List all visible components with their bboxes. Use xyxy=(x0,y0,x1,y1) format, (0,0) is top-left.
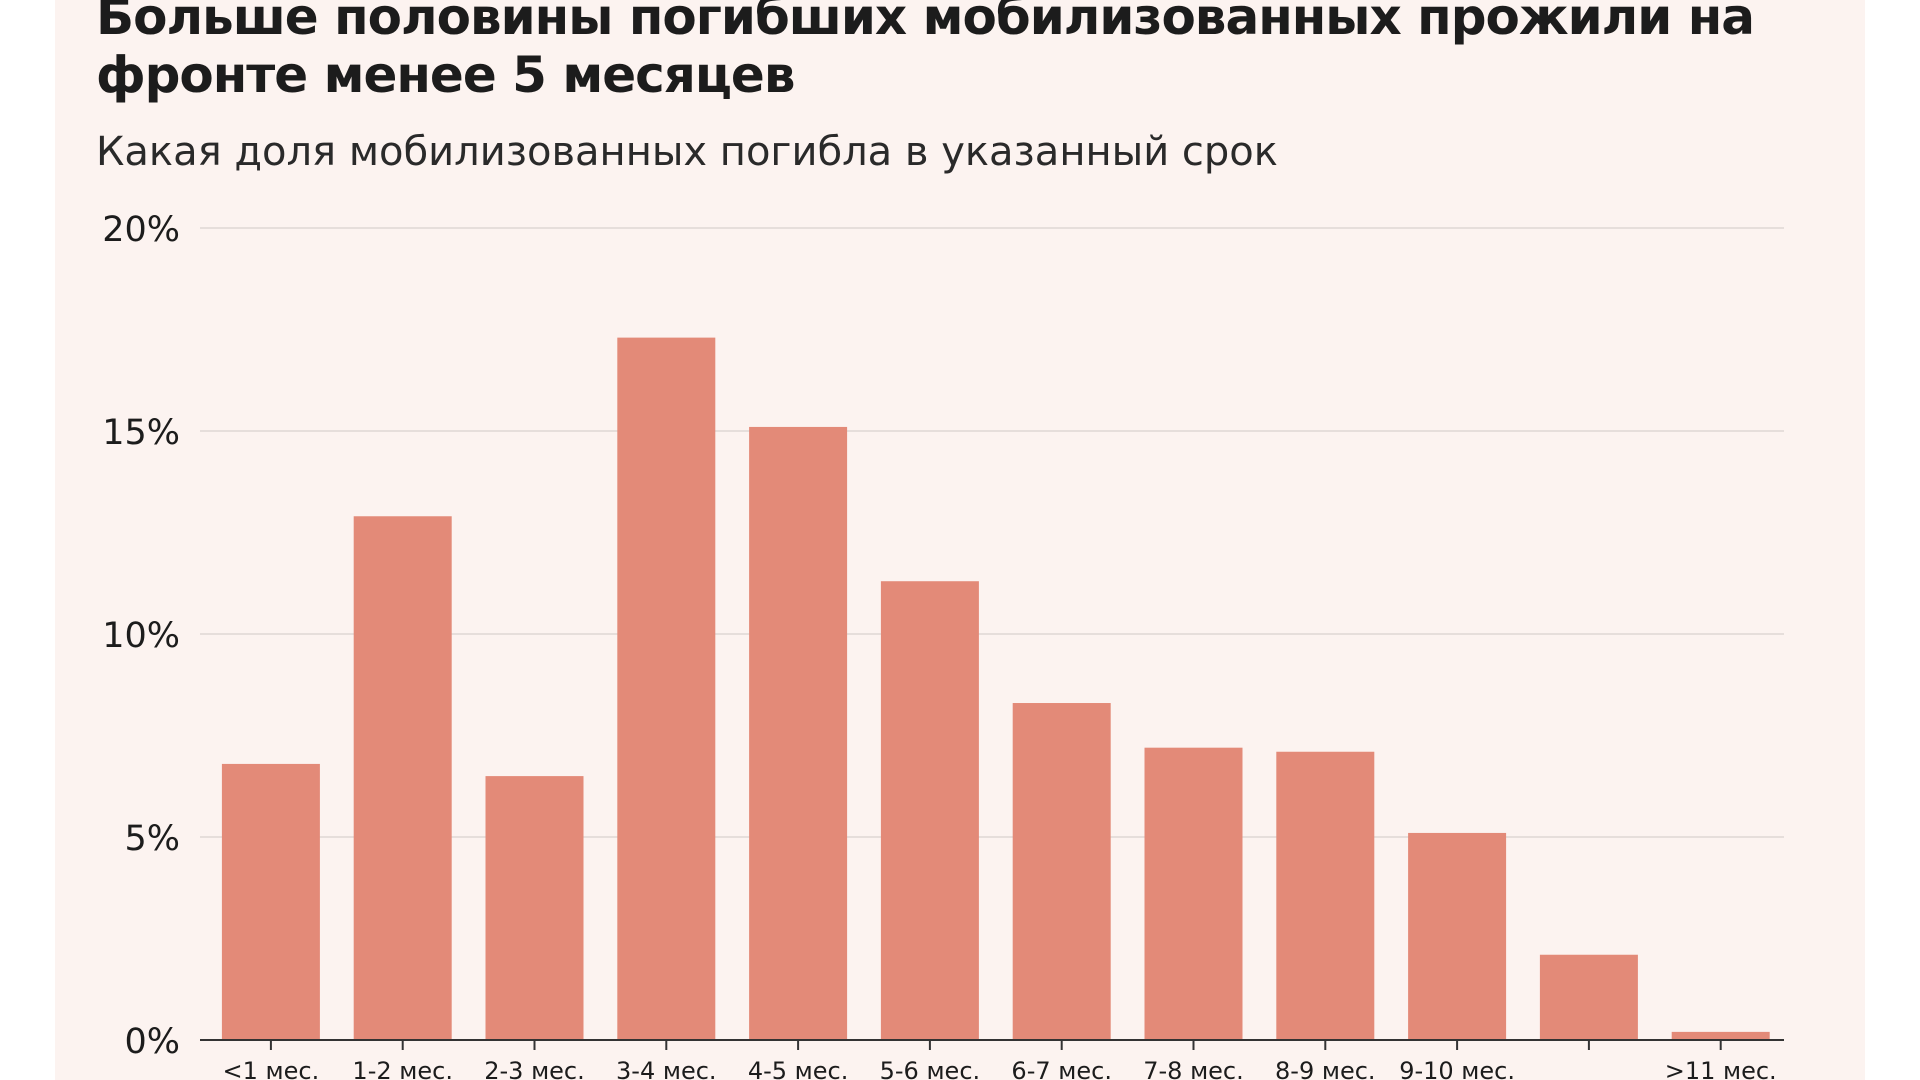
y-tick-label: 20% xyxy=(102,210,180,250)
bar xyxy=(221,763,320,1040)
bar xyxy=(617,337,716,1040)
x-tick-label: 3-4 мес. xyxy=(616,1057,717,1080)
bar xyxy=(1276,751,1375,1040)
x-tick-label: <1 мес. xyxy=(223,1057,320,1080)
chart-title: Больше половины погибших мобилизованных … xyxy=(96,0,1755,104)
x-tick-label: 1-2 мес. xyxy=(352,1057,453,1080)
bar xyxy=(749,426,848,1040)
y-tick-label: 5% xyxy=(124,819,180,859)
bar xyxy=(1539,954,1638,1040)
x-tick-label: 5-6 мес. xyxy=(880,1057,981,1080)
x-tick-label: >11 мес. xyxy=(1665,1057,1777,1080)
x-tick-label: 2-3 мес. xyxy=(484,1057,585,1080)
x-tick-label: 4-5 мес. xyxy=(748,1057,849,1080)
bar xyxy=(1671,1031,1770,1040)
chart-subtitle: Какая доля мобилизованных погибла в указ… xyxy=(96,129,1278,175)
bar xyxy=(485,776,584,1040)
y-tick-label: 10% xyxy=(102,616,180,656)
bar xyxy=(1012,703,1111,1040)
bar xyxy=(880,581,979,1040)
x-tick-label: 7-8 мес. xyxy=(1143,1057,1244,1080)
x-tick-label: 9-10 мес. xyxy=(1399,1057,1515,1080)
x-tick-label: 8-9 мес. xyxy=(1275,1057,1376,1080)
x-tick-label: 6-7 мес. xyxy=(1011,1057,1112,1080)
bar xyxy=(353,516,452,1040)
y-tick-label: 0% xyxy=(124,1022,180,1062)
bar xyxy=(1144,747,1243,1040)
y-tick-label: 15% xyxy=(102,413,180,453)
bar xyxy=(1408,832,1507,1040)
